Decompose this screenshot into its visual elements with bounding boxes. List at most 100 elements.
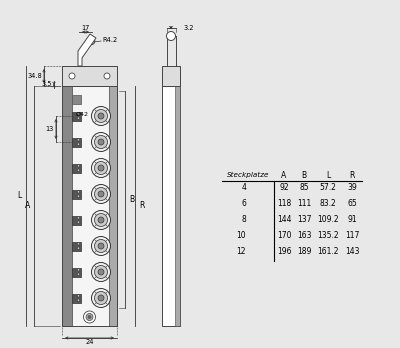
Circle shape bbox=[94, 161, 108, 174]
Circle shape bbox=[77, 195, 80, 197]
Text: 34.8: 34.8 bbox=[27, 73, 42, 79]
Circle shape bbox=[92, 158, 110, 177]
Text: 118: 118 bbox=[277, 198, 291, 207]
Text: 57.2: 57.2 bbox=[320, 182, 336, 191]
Bar bbox=[72, 137, 81, 147]
Bar bbox=[72, 268, 81, 277]
Text: 163: 163 bbox=[297, 230, 311, 239]
Text: 137: 137 bbox=[297, 214, 311, 223]
Text: 170: 170 bbox=[277, 230, 291, 239]
Circle shape bbox=[92, 288, 110, 308]
Text: 111: 111 bbox=[297, 198, 311, 207]
Text: 196: 196 bbox=[277, 246, 291, 255]
Circle shape bbox=[94, 292, 108, 304]
Circle shape bbox=[166, 32, 176, 40]
Text: L: L bbox=[18, 191, 22, 200]
Text: Steckplatze: Steckplatze bbox=[227, 172, 269, 178]
Text: 17: 17 bbox=[81, 24, 90, 31]
Text: 3.5: 3.5 bbox=[42, 81, 52, 87]
Bar bbox=[62, 86, 72, 326]
Text: 85: 85 bbox=[299, 182, 309, 191]
Bar bbox=[62, 86, 117, 326]
Circle shape bbox=[77, 165, 80, 167]
Text: 39: 39 bbox=[347, 182, 357, 191]
Circle shape bbox=[94, 110, 108, 122]
Text: 144: 144 bbox=[277, 214, 291, 223]
Text: 109.2: 109.2 bbox=[317, 214, 339, 223]
Text: 10: 10 bbox=[236, 230, 246, 239]
Text: 83.2: 83.2 bbox=[320, 198, 336, 207]
Bar bbox=[109, 86, 117, 326]
Text: 91: 91 bbox=[347, 214, 357, 223]
Circle shape bbox=[69, 73, 75, 79]
Circle shape bbox=[86, 314, 93, 321]
Polygon shape bbox=[78, 34, 96, 66]
Text: 12: 12 bbox=[236, 246, 246, 255]
Circle shape bbox=[92, 262, 110, 282]
Circle shape bbox=[87, 37, 95, 45]
Circle shape bbox=[77, 269, 80, 271]
Circle shape bbox=[77, 117, 80, 119]
Circle shape bbox=[94, 214, 108, 227]
Bar bbox=[162, 86, 180, 326]
Circle shape bbox=[77, 299, 80, 301]
Text: R4.2: R4.2 bbox=[102, 37, 117, 43]
Circle shape bbox=[77, 243, 80, 245]
Circle shape bbox=[92, 133, 110, 151]
Bar bbox=[72, 293, 81, 302]
Text: 4: 4 bbox=[241, 182, 246, 191]
Bar bbox=[72, 164, 81, 173]
Text: 24: 24 bbox=[85, 340, 94, 346]
Circle shape bbox=[92, 237, 110, 255]
Text: B: B bbox=[302, 171, 306, 180]
Text: L: L bbox=[326, 171, 330, 180]
Circle shape bbox=[94, 135, 108, 149]
Circle shape bbox=[98, 165, 104, 171]
Circle shape bbox=[77, 221, 80, 223]
Circle shape bbox=[77, 191, 80, 193]
Text: Ø42: Ø42 bbox=[76, 111, 89, 117]
Circle shape bbox=[94, 266, 108, 278]
Circle shape bbox=[94, 188, 108, 200]
Circle shape bbox=[98, 191, 104, 197]
Circle shape bbox=[104, 73, 110, 79]
Text: 189: 189 bbox=[297, 246, 311, 255]
Circle shape bbox=[98, 269, 104, 275]
Circle shape bbox=[98, 295, 104, 301]
Bar bbox=[72, 190, 81, 198]
Circle shape bbox=[92, 211, 110, 229]
Circle shape bbox=[92, 184, 110, 204]
Circle shape bbox=[77, 143, 80, 145]
Circle shape bbox=[77, 247, 80, 250]
Text: 8: 8 bbox=[241, 214, 246, 223]
Bar bbox=[72, 111, 81, 120]
Text: R: R bbox=[349, 171, 355, 180]
Bar bbox=[62, 66, 117, 86]
Text: 143: 143 bbox=[345, 246, 359, 255]
Circle shape bbox=[98, 217, 104, 223]
Bar bbox=[162, 66, 180, 86]
Text: 6: 6 bbox=[241, 198, 246, 207]
Bar bbox=[72, 95, 81, 104]
Circle shape bbox=[94, 239, 108, 253]
Circle shape bbox=[98, 139, 104, 145]
Text: 3.2: 3.2 bbox=[184, 24, 194, 31]
Circle shape bbox=[92, 106, 110, 126]
Text: 92: 92 bbox=[279, 182, 289, 191]
Text: A: A bbox=[25, 201, 30, 211]
Text: A: A bbox=[281, 171, 287, 180]
Text: 161.2: 161.2 bbox=[317, 246, 339, 255]
Circle shape bbox=[98, 113, 104, 119]
Bar bbox=[72, 215, 81, 224]
Bar bbox=[72, 242, 81, 251]
Bar bbox=[175, 86, 180, 326]
Text: 117: 117 bbox=[345, 230, 359, 239]
Text: 65: 65 bbox=[347, 198, 357, 207]
Circle shape bbox=[77, 169, 80, 172]
Bar bbox=[62, 86, 117, 326]
Text: 135.2: 135.2 bbox=[317, 230, 339, 239]
Circle shape bbox=[77, 139, 80, 141]
Text: R: R bbox=[139, 201, 144, 211]
Circle shape bbox=[84, 311, 96, 323]
Circle shape bbox=[77, 273, 80, 275]
